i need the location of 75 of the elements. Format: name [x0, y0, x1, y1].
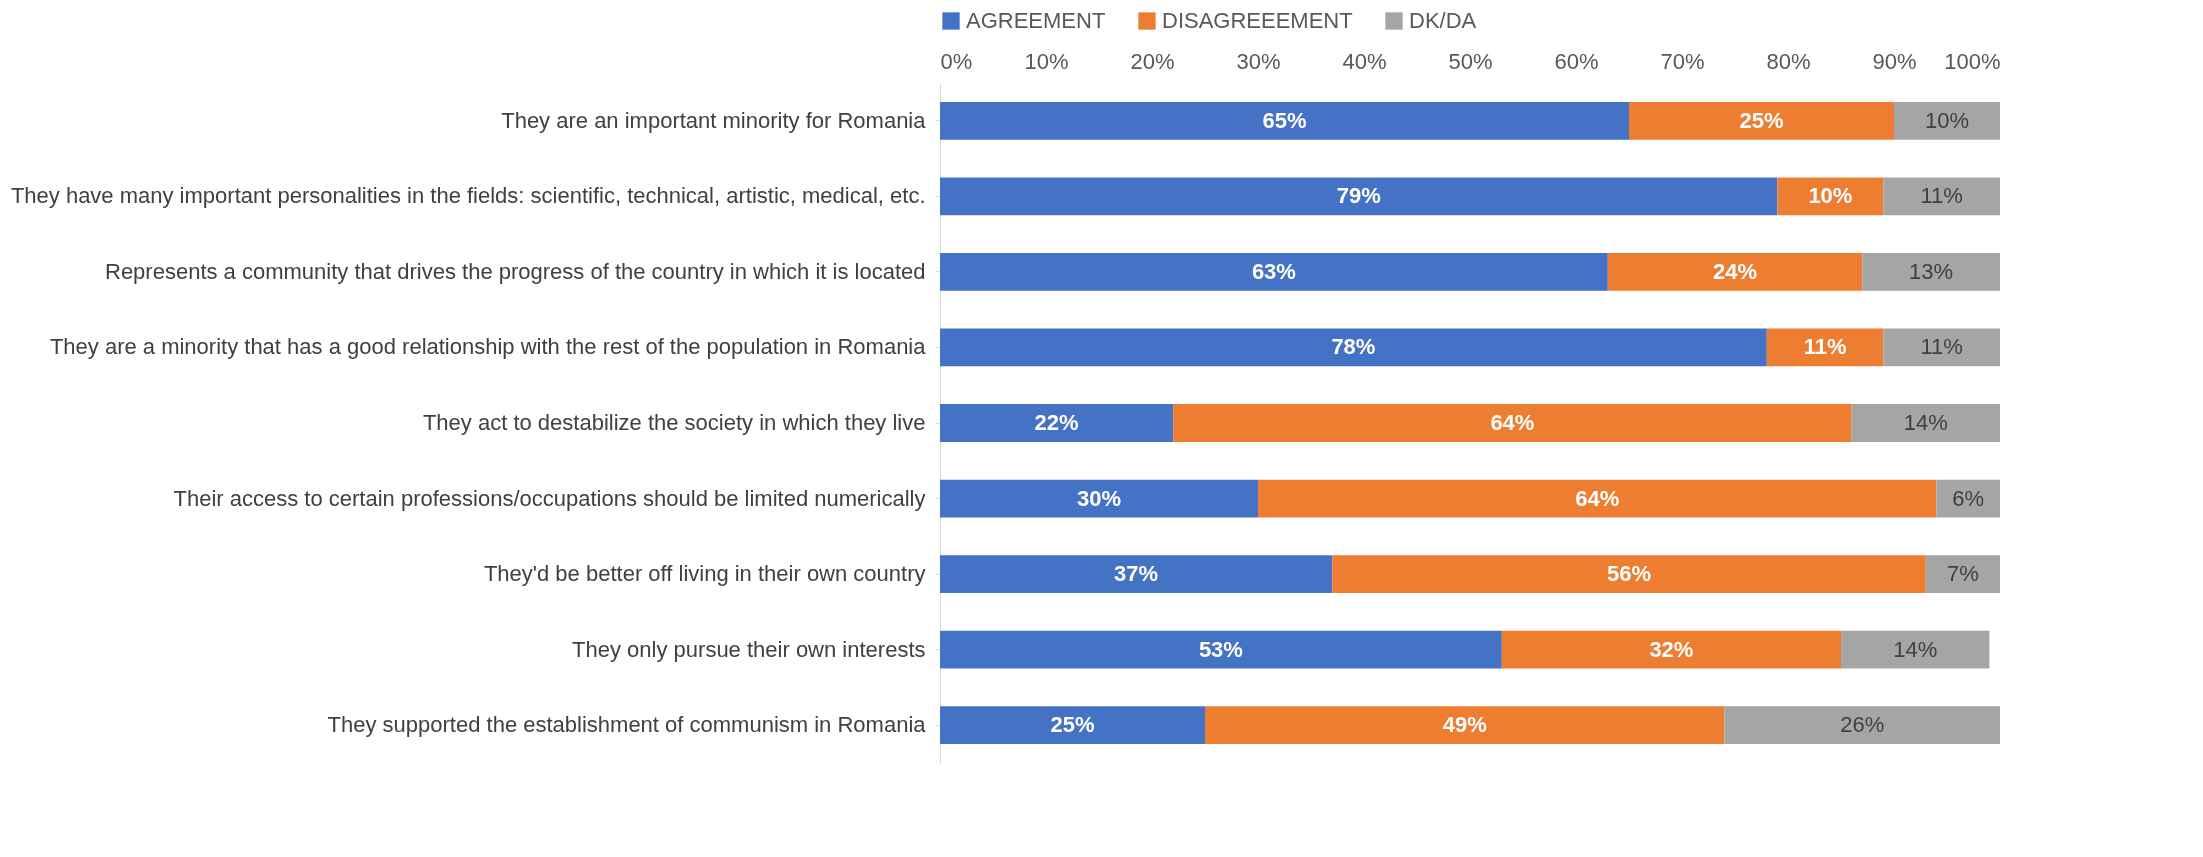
data-label: 25%	[1050, 712, 1095, 738]
x-tick-label: 70%	[1660, 48, 1705, 74]
x-tick-label: 0%	[940, 48, 973, 74]
data-label: 14%	[1893, 636, 1938, 662]
data-label: 32%	[1649, 636, 1694, 662]
x-tick-label: 50%	[1448, 48, 1493, 74]
data-label: 63%	[1251, 258, 1296, 284]
bar	[1925, 555, 2000, 593]
x-tick-label: 90%	[1872, 48, 1917, 74]
data-label: 6%	[1952, 485, 1985, 511]
y-tick-label: They act to destabilize the society in which they live	[422, 410, 926, 435]
bar	[940, 404, 1174, 442]
data-label: 78%	[1331, 334, 1376, 360]
data-label: 37%	[1114, 561, 1159, 587]
bar	[1258, 479, 1937, 518]
legend-label: DK/DA	[1409, 8, 1477, 33]
x-tick-label: 60%	[1554, 48, 1599, 74]
bar	[940, 328, 1767, 367]
data-label: 53%	[1198, 636, 1243, 662]
y-tick-label: They are a minority that has a good relationship with the rest of the population in Romania	[49, 334, 927, 360]
y-tick-label: They are an important minority for Romania	[501, 107, 927, 133]
bar	[940, 630, 1502, 669]
legend-label: AGREEMENT	[966, 8, 1106, 33]
data-label: 49%	[1442, 712, 1487, 738]
bar	[940, 479, 1258, 518]
data-label: 14%	[1903, 410, 1948, 435]
data-label: 11%	[1920, 334, 1963, 360]
x-tick-label: 40%	[1342, 48, 1387, 74]
bar	[1883, 177, 2000, 216]
x-tick-label: 80%	[1766, 48, 1811, 74]
data-label: 65%	[1262, 107, 1307, 133]
bar	[940, 253, 1608, 291]
y-tick-label: Represents a community that drives the progress of the country in which it is located	[105, 258, 926, 284]
bar	[1862, 253, 2000, 291]
bar	[940, 555, 1333, 593]
data-label: 10%	[1808, 183, 1853, 209]
x-tick-label: 20%	[1130, 48, 1175, 74]
data-label: 25%	[1739, 107, 1784, 133]
y-tick-label: They supported the establishment of communism in Romania	[327, 712, 927, 738]
bar	[1841, 630, 1990, 669]
x-tick-label: 100%	[1944, 48, 2001, 74]
data-label: 24%	[1712, 258, 1758, 284]
data-label: 7%	[1947, 561, 1979, 587]
data-label: 11%	[1803, 334, 1847, 360]
data-label: 30%	[1076, 485, 1122, 511]
data-label: 56%	[1606, 561, 1652, 587]
data-label: 26%	[1840, 712, 1885, 738]
legend-label: DISAGREEEMENT	[1162, 8, 1353, 33]
x-tick-label: 30%	[1236, 48, 1281, 74]
bar	[1724, 706, 2000, 745]
bar	[1883, 328, 2000, 367]
data-label: 10%	[1924, 107, 1970, 133]
data-label: 79%	[1336, 183, 1381, 209]
y-tick-label: They only pursue their own interests	[572, 636, 926, 662]
bar	[1777, 177, 1884, 216]
y-tick-label: They'd be better off living in their own country	[483, 561, 926, 587]
bar	[940, 101, 1629, 140]
bar	[1607, 253, 1863, 291]
data-label: 64%	[1575, 485, 1620, 511]
bar	[940, 177, 1778, 216]
bar	[1894, 101, 2000, 140]
bar	[1205, 706, 1725, 745]
data-label: 22%	[1034, 410, 1079, 435]
bar	[1629, 101, 1894, 140]
data-label: 13%	[1909, 258, 1954, 284]
bar	[1173, 404, 1852, 442]
x-tick-label: 10%	[1024, 48, 1069, 74]
bar	[1501, 630, 1841, 669]
bar	[940, 706, 1205, 745]
bar	[1332, 555, 1926, 593]
data-label: 11%	[1920, 183, 1963, 209]
bar	[1851, 404, 2000, 442]
y-tick-label: Their access to certain professions/occupations should be limited numerically	[173, 485, 926, 511]
data-label: 64%	[1490, 410, 1535, 435]
y-tick-label: They have many important personalities in the fields: scientific, technical, artistic, medical, etc.	[10, 183, 926, 209]
